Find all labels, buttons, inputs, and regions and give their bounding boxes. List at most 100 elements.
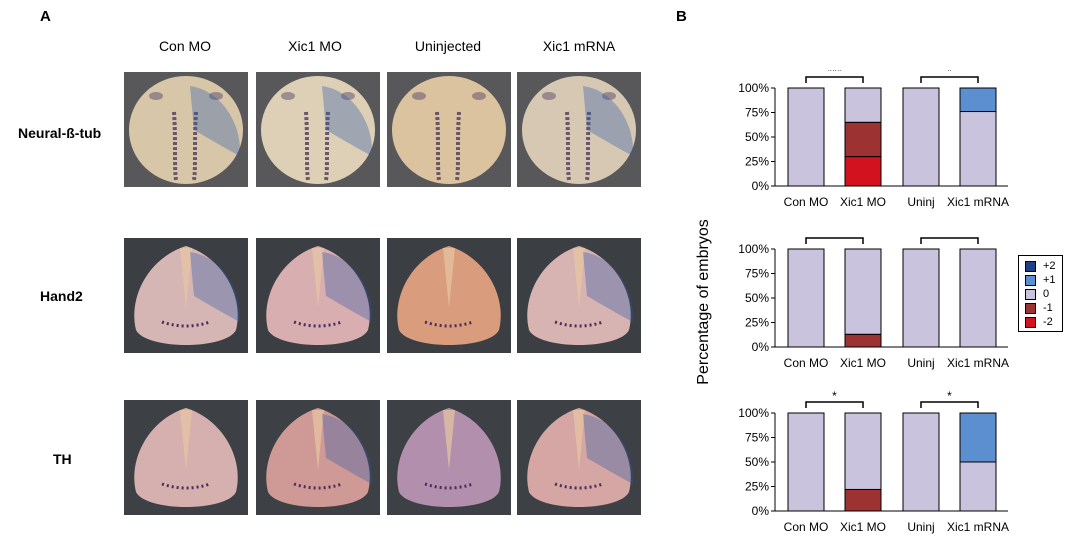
y-tick-label: 75%	[745, 106, 769, 120]
embryo-photo	[517, 72, 641, 187]
bar-segment	[787, 412, 825, 512]
significance-label: *	[832, 389, 837, 403]
embryo-illustration	[387, 400, 511, 515]
row-header-neural-b-tub: Neural-ß-tub	[18, 125, 102, 141]
bar-segment	[787, 87, 825, 187]
legend-swatch-minus2	[1025, 316, 1036, 328]
significance-label: *	[947, 70, 952, 78]
x-tick-label: Con MO	[784, 520, 829, 534]
bar-segment	[959, 87, 997, 113]
embryo-illustration	[256, 72, 380, 187]
embryo-illustration	[124, 72, 248, 187]
legend-label-plus2: +2	[1043, 260, 1056, 272]
embryo-illustration	[517, 238, 641, 353]
legend-label-minus1: -1	[1043, 302, 1053, 314]
y-tick-label: 0%	[752, 179, 770, 193]
bar-segment	[787, 248, 825, 348]
y-tick-label: 75%	[745, 431, 769, 445]
significance-bracket	[920, 76, 979, 83]
x-tick-label: Xic1 MO	[840, 520, 886, 534]
embryo-photo	[256, 72, 380, 187]
panel-b-label: B	[676, 8, 687, 25]
x-tick-label: Uninj	[907, 356, 934, 370]
legend-swatch-plus2	[1025, 260, 1036, 272]
significance-bracket	[805, 237, 864, 244]
embryo-photo	[124, 400, 248, 515]
legend-item-plus2: +2	[1025, 259, 1056, 273]
legend-label-zero: 0	[1043, 288, 1050, 300]
y-tick-label: 75%	[745, 267, 769, 281]
bar-segment	[959, 461, 997, 512]
significance-label: *	[947, 389, 952, 403]
legend-swatch-minus1	[1025, 302, 1036, 314]
significance-label: ***	[827, 70, 841, 78]
embryo-photo	[517, 238, 641, 353]
embryo-photo	[387, 72, 511, 187]
x-tick-label: Xic1 MO	[840, 356, 886, 370]
embryo-illustration	[517, 400, 641, 515]
bar-segment	[844, 87, 882, 123]
significance-bracket	[805, 76, 864, 83]
column-header-uninjected: Uninjected	[414, 38, 482, 54]
bar-segment	[902, 412, 940, 512]
x-tick-label: Xic1 MO	[840, 195, 886, 209]
x-tick-label: Con MO	[784, 195, 829, 209]
legend-item-plus1: +1	[1025, 273, 1056, 287]
embryo-photo	[256, 238, 380, 353]
significance-bracket	[920, 237, 979, 244]
chart-legend: +2 +1 0 -1 -2	[1018, 255, 1063, 332]
bar-segment	[959, 111, 997, 187]
embryo-illustration	[517, 72, 641, 187]
embryo-photo	[517, 400, 641, 515]
embryo-illustration	[387, 238, 511, 353]
legend-label-minus2: -2	[1043, 316, 1053, 328]
embryo-photo	[124, 72, 248, 187]
y-tick-label: 50%	[745, 130, 769, 144]
embryo-illustration	[124, 400, 248, 515]
legend-item-zero: 0	[1025, 287, 1056, 301]
column-header-xic1-mrna: Xic1 mRNA	[542, 38, 616, 54]
x-tick-label: Xic1 mRNA	[947, 356, 1009, 370]
y-tick-label: 50%	[745, 455, 769, 469]
x-tick-label: Uninj	[907, 520, 934, 534]
bar-segment	[959, 248, 997, 348]
legend-item-minus1: -1	[1025, 301, 1056, 315]
y-tick-label: 0%	[752, 504, 770, 518]
embryo-photo	[256, 400, 380, 515]
legend-label-plus1: +1	[1043, 274, 1056, 286]
column-header-xic1-mo: Xic1 MO	[288, 38, 342, 54]
legend-swatch-plus1	[1025, 274, 1036, 286]
bar-segment	[902, 87, 940, 187]
significance-bracket	[805, 401, 864, 408]
embryo-illustration	[256, 400, 380, 515]
embryo-photo	[387, 238, 511, 353]
x-tick-label: Con MO	[784, 356, 829, 370]
y-axis-title: Percentage of embryos	[695, 219, 712, 384]
bar-segment	[844, 412, 882, 490]
y-tick-label: 100%	[738, 242, 769, 256]
bar-segment	[844, 248, 882, 335]
column-header-con-mo: Con MO	[158, 38, 212, 54]
y-tick-label: 25%	[745, 155, 769, 169]
embryo-illustration	[124, 238, 248, 353]
y-tick-label: 100%	[738, 406, 769, 420]
embryo-illustration	[256, 238, 380, 353]
legend-item-minus2: -2	[1025, 315, 1056, 329]
x-tick-label: Xic1 mRNA	[947, 520, 1009, 534]
bar-segment	[844, 488, 882, 512]
x-tick-label: Uninj	[907, 195, 934, 209]
y-tick-label: 25%	[745, 480, 769, 494]
embryo-illustration	[387, 72, 511, 187]
stacked-bar-charts: Percentage of embryos 0% 25% 50% 75% 100% Con …	[695, 70, 1009, 534]
y-tick-label: 25%	[745, 316, 769, 330]
bar-segment	[959, 412, 997, 463]
legend-swatch-zero	[1025, 288, 1036, 300]
y-tick-label: 100%	[738, 81, 769, 95]
x-tick-label: Xic1 mRNA	[947, 195, 1009, 209]
bar-segment	[844, 333, 882, 348]
row-header-hand2: Hand2	[40, 288, 83, 304]
bar-segment	[902, 248, 940, 348]
embryo-photo	[124, 238, 248, 353]
bar-segment	[844, 121, 882, 158]
y-tick-label: 50%	[745, 291, 769, 305]
